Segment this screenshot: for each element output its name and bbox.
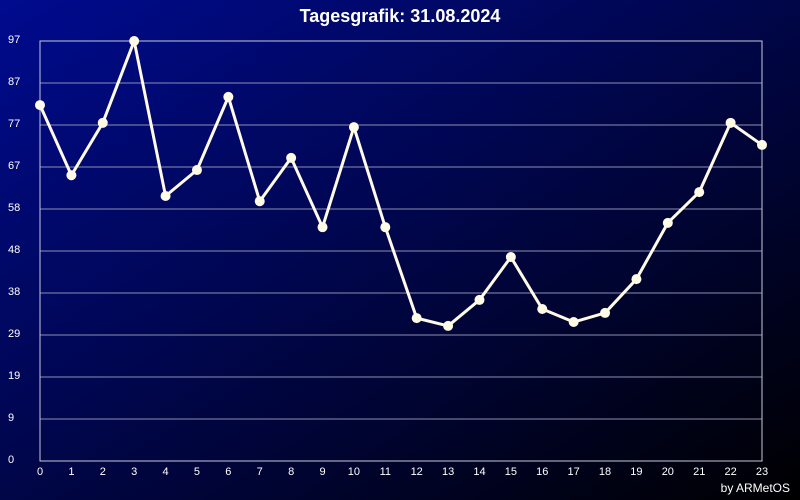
data-point: [160, 191, 171, 202]
x-tick-label: 23: [756, 466, 768, 478]
y-tick-label: 58: [8, 202, 20, 214]
x-tick-label: 18: [599, 466, 611, 478]
x-tick-label: 11: [380, 466, 391, 478]
x-tick-label: 7: [257, 466, 263, 478]
x-tick-label: 8: [288, 466, 294, 478]
data-point: [380, 222, 391, 233]
data-point: [725, 117, 736, 128]
data-point: [757, 139, 767, 150]
x-tick-label: 17: [568, 466, 580, 478]
data-point: [66, 170, 77, 181]
data-point: [474, 294, 485, 305]
data-point: [129, 36, 140, 46]
x-tick-label: 3: [131, 466, 137, 478]
chart-title: Tagesgrafik: 31.08.2024: [300, 6, 501, 26]
data-point: [223, 91, 234, 102]
plot-border: [39, 40, 763, 462]
x-tick-label: 4: [163, 466, 169, 478]
x-tick-label: 21: [693, 466, 705, 478]
x-tick-label: 20: [662, 466, 674, 478]
y-tick-label: 0: [8, 454, 14, 466]
data-point: [568, 317, 579, 328]
x-tick-label: 13: [442, 466, 454, 478]
data-point: [443, 320, 454, 331]
x-tick-label: 2: [100, 466, 106, 478]
y-tick-label: 77: [8, 118, 20, 130]
data-point: [694, 187, 705, 198]
x-tick-label: 6: [225, 466, 231, 478]
y-tick-label: 97: [8, 34, 20, 46]
data-point: [600, 307, 611, 318]
x-tick-label: 15: [505, 466, 517, 478]
footer: by ARMetOS: [721, 481, 790, 495]
data-point: [631, 274, 642, 285]
y-tick-label: 87: [8, 76, 20, 88]
y-tick-label: 48: [8, 244, 20, 256]
x-tick-label: 12: [411, 466, 423, 478]
x-tick-label: 22: [724, 466, 736, 478]
data-point: [411, 313, 422, 324]
y-tick-label: 19: [8, 370, 20, 382]
data-point: [286, 152, 297, 163]
x-tick-label: 0: [37, 466, 43, 478]
data-point: [317, 222, 328, 233]
x-tick-label: 10: [348, 466, 360, 478]
data-point: [348, 122, 359, 133]
data-point: [505, 252, 516, 263]
data-point: [662, 217, 673, 228]
data-line: [38, 39, 763, 328]
data-point: [191, 165, 202, 176]
data-point: [537, 304, 548, 315]
x-tick-label: 5: [194, 466, 200, 478]
y-tick-label: 38: [8, 286, 20, 298]
y-tick-label: 67: [8, 160, 20, 172]
x-tick-label: 19: [630, 466, 642, 478]
data-point: [254, 196, 265, 207]
y-tick-label: 9: [8, 412, 14, 424]
x-tick-label: 14: [473, 466, 485, 478]
x-tick-label: 9: [319, 466, 325, 478]
x-tick-label: 16: [536, 466, 548, 478]
y-tick-label: 29: [8, 328, 20, 340]
data-point: [97, 117, 108, 128]
x-tick-label: 1: [68, 466, 74, 478]
data-point: [35, 100, 45, 111]
